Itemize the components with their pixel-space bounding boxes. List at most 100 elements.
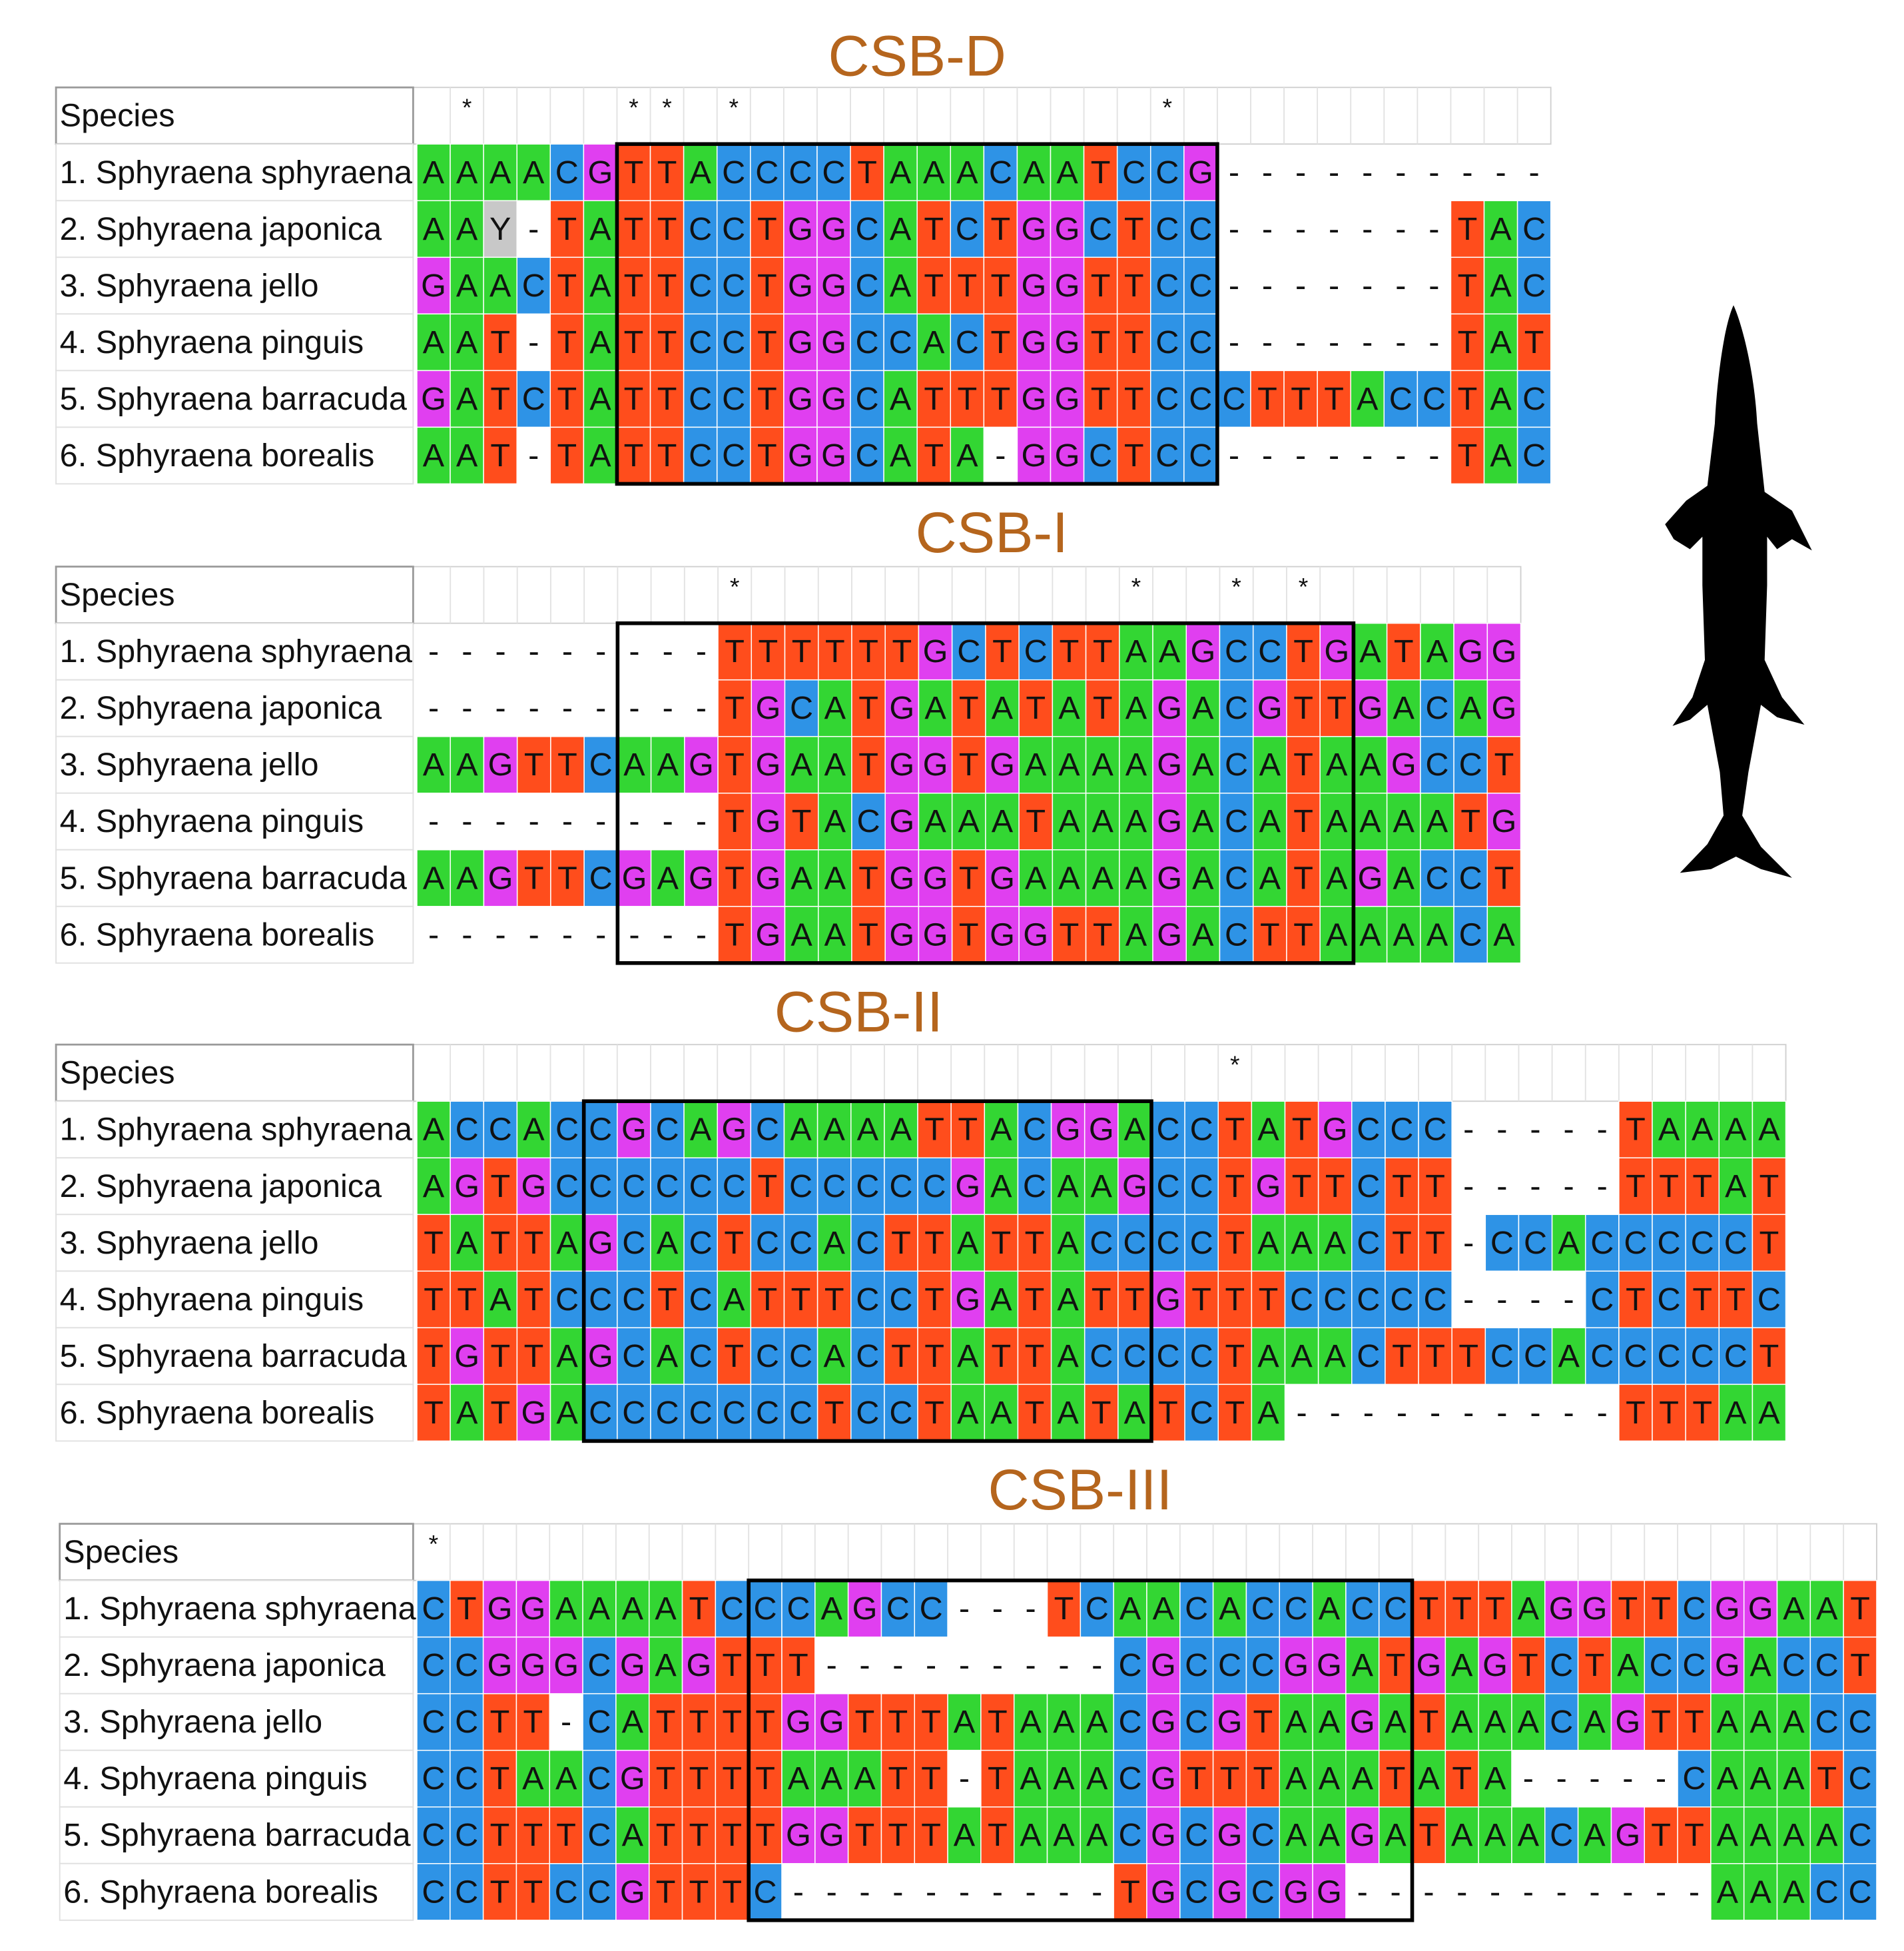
base: C [522,381,545,417]
base-cell [1577,1693,1612,1751]
base: T [758,1282,778,1318]
base-cell [817,679,852,737]
base: - [1463,1168,1474,1204]
base: C [689,268,712,304]
base: C [555,1112,579,1148]
base: T [689,1874,709,1910]
base: T [1386,1647,1406,1683]
base: C [1090,1225,1113,1261]
label-cell [55,1327,414,1385]
base: A [1758,1112,1780,1148]
base: C [856,1338,879,1374]
base-cell [549,370,585,428]
base: G [1256,1168,1281,1204]
base-cell [1116,426,1151,485]
base: T [891,1338,911,1374]
base-cell [515,1579,551,1638]
base: C [856,381,879,417]
base: T [1458,381,1478,417]
base-cell [1644,1806,1678,1864]
base: G [1323,1112,1348,1148]
base: - [562,917,573,953]
base: A [788,1760,810,1796]
base: - [1362,211,1373,247]
base: C [1185,1817,1208,1853]
base: T [457,1591,477,1627]
base: A [1427,803,1448,839]
base: A [1192,803,1214,839]
base: A [1393,803,1415,839]
base: - [1495,155,1506,191]
base: T [1158,1395,1178,1431]
species-name: 5. Sphyraena barracuda [60,860,408,896]
base: C [1357,1168,1380,1204]
base: A [489,268,511,304]
alignment-block: CSB-D Species * * * * * 1. Sphyraena sphyraena A… [55,25,1552,486]
base: A [1219,1591,1241,1627]
base-cell [1149,313,1185,372]
base: - [428,917,439,953]
base-cell [917,1383,952,1442]
base: - [1058,1874,1069,1910]
base: G [1492,690,1517,726]
base-cell [450,143,484,202]
base-cell [648,1749,683,1808]
base-cell [850,1327,885,1385]
base: A [1490,211,1512,247]
base: G [1151,1817,1176,1853]
base-cell [1710,1693,1745,1751]
base-cell [1677,1579,1712,1638]
base-cell [516,1327,551,1385]
base: G [1492,803,1517,839]
base: T [1759,1225,1779,1261]
base: A [857,1112,879,1148]
base-cell [1345,1636,1380,1695]
base: C [856,1282,879,1318]
base: A [456,860,478,896]
base: A [1484,1817,1506,1853]
base-cell [617,1100,651,1159]
base: - [1556,1874,1567,1910]
base-cell [1085,906,1120,964]
base: T [1684,1704,1704,1740]
base: G [819,1817,844,1853]
base: A [1025,860,1047,896]
base: - [1229,324,1239,360]
base: A [1816,1817,1838,1853]
base: A [1125,860,1147,896]
base-cell [1319,622,1355,681]
base: A [1053,1704,1075,1740]
base-cell [450,1270,485,1329]
base-cell [1486,679,1522,737]
base: C [957,633,980,669]
label-cell [55,370,414,428]
base: C [856,1168,879,1204]
base: C [589,747,613,783]
base: C [622,1168,645,1204]
base: T [557,324,577,360]
species-name: 3. Sphyraena jello [63,1704,322,1740]
base-cell [1251,1157,1286,1216]
base: A [589,1591,611,1627]
base-cell [1183,200,1218,258]
base: G [889,690,914,726]
base: C [1251,1817,1275,1853]
header-label: Species [60,577,175,613]
base: T [524,1338,544,1374]
base: C [1155,324,1179,360]
base: A [1749,1817,1771,1853]
base-cell [1018,849,1054,907]
base: T [689,1817,709,1853]
base: - [1395,438,1406,474]
base-cell [851,735,886,794]
base: - [1229,211,1239,247]
base: - [1395,211,1406,247]
base: T [725,917,745,953]
base: C [455,1704,478,1740]
base: G [454,1338,479,1374]
base-cell [1286,792,1321,851]
base: T [888,1760,908,1796]
base-cell [1119,679,1153,737]
base-cell [516,735,551,794]
base-cell [750,1100,785,1159]
